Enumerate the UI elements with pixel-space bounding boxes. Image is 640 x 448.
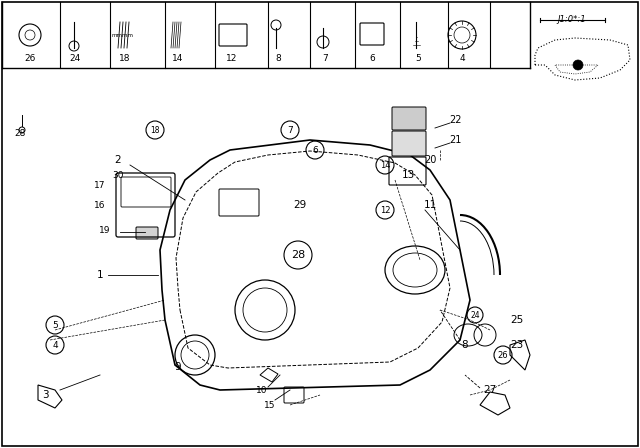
Text: 7: 7	[322, 53, 328, 63]
FancyBboxPatch shape	[392, 107, 426, 130]
Text: 23: 23	[510, 340, 524, 350]
Text: 28: 28	[291, 250, 305, 260]
Text: 13: 13	[401, 170, 415, 180]
Text: 6: 6	[312, 146, 318, 155]
Text: 25: 25	[510, 315, 524, 325]
Text: 5: 5	[52, 320, 58, 329]
Text: 10: 10	[256, 385, 268, 395]
Text: 20: 20	[424, 155, 436, 165]
Text: 1: 1	[97, 270, 103, 280]
Text: mmmm: mmmm	[111, 33, 133, 38]
Text: 26: 26	[498, 350, 508, 359]
Text: 4: 4	[52, 340, 58, 349]
Text: 26: 26	[24, 53, 36, 63]
Text: 19: 19	[99, 225, 111, 234]
Text: 14: 14	[380, 160, 390, 169]
Text: 6: 6	[369, 53, 375, 63]
Text: 22: 22	[449, 115, 461, 125]
Text: 24: 24	[470, 310, 480, 319]
Text: 8: 8	[461, 340, 468, 350]
Text: 5: 5	[415, 53, 421, 63]
Text: 12: 12	[380, 206, 390, 215]
FancyBboxPatch shape	[392, 131, 426, 156]
Circle shape	[573, 60, 583, 70]
Text: 18: 18	[150, 125, 160, 134]
Text: 21: 21	[449, 135, 461, 145]
Text: 2: 2	[115, 155, 122, 165]
Text: 28: 28	[14, 129, 26, 138]
Text: 27: 27	[483, 385, 497, 395]
Text: 9: 9	[175, 362, 181, 372]
Text: 12: 12	[227, 53, 237, 63]
Text: 29: 29	[293, 200, 307, 210]
Text: 16: 16	[94, 201, 106, 210]
Text: 24: 24	[69, 53, 81, 63]
Text: 7: 7	[287, 125, 293, 134]
Text: 30: 30	[112, 171, 124, 180]
Text: 4: 4	[459, 53, 465, 63]
Text: J1:0*:1: J1:0*:1	[557, 15, 586, 24]
Text: 14: 14	[172, 53, 184, 63]
Text: 15: 15	[264, 401, 276, 409]
Text: 11: 11	[424, 200, 436, 210]
Text: 3: 3	[42, 390, 48, 400]
FancyBboxPatch shape	[136, 227, 158, 239]
Text: 17: 17	[94, 181, 106, 190]
Text: 8: 8	[275, 53, 281, 63]
Text: 18: 18	[119, 53, 131, 63]
